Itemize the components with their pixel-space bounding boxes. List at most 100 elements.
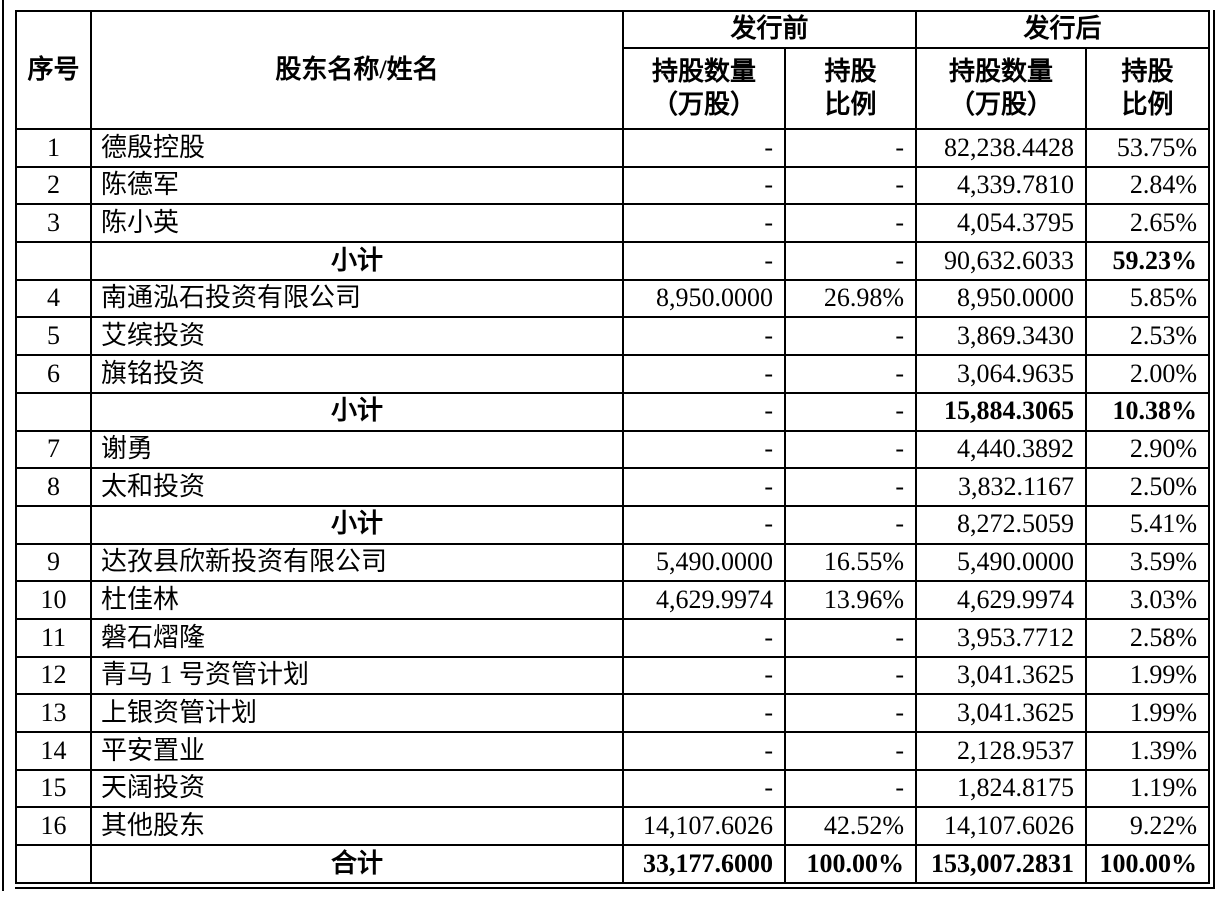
table-row: 3 陈小英 - - 4,054.3795 2.65%	[15, 203, 1211, 244]
table-row: 13 上银资管计划 - - 3,041.3625 1.99%	[15, 693, 1211, 733]
pre-issue-quantity-cell: 14,107.6026	[622, 806, 786, 847]
post-issue-quantity-cell: 14,107.6026	[915, 806, 1088, 847]
shareholder-name-cell: 小计	[90, 504, 624, 545]
shareholder-name-cell: 青马 1 号资管计划	[90, 655, 624, 696]
post-issue-ratio-cell: 1.99%	[1085, 655, 1211, 696]
pre-issue-ratio-cell: -	[783, 429, 918, 470]
header-shareholder-name: 股东名称/姓名	[90, 10, 624, 130]
table-row: 小计 - - 8,272.5059 5.41%	[15, 504, 1211, 545]
row-index-cell: 13	[15, 693, 92, 733]
header-group-pre-issue: 发行前	[621, 10, 918, 49]
pre-issue-quantity-cell: 5,490.0000	[622, 542, 786, 583]
post-issue-ratio-cell: 3.59%	[1085, 542, 1211, 583]
shareholder-table: 序号 股东名称/姓名 发行前 发行后 持股数量 （万股） 持股 比例 持股	[15, 10, 1211, 884]
pre-issue-ratio-cell: 42.52%	[783, 806, 918, 847]
table-row: 8 太和投资 - - 3,832.1167 2.50%	[15, 467, 1211, 507]
shareholder-name-cell: 谢勇	[90, 429, 624, 470]
post-issue-quantity-cell: 90,632.6033	[915, 241, 1088, 281]
post-issue-ratio-cell: 1.19%	[1085, 768, 1211, 809]
post-issue-ratio-cell: 1.99%	[1085, 693, 1211, 733]
header-post-quantity: 持股数量 （万股）	[915, 47, 1088, 130]
row-index-cell: 7	[15, 429, 92, 470]
pre-issue-quantity-cell: -	[622, 504, 786, 545]
row-index-cell: 12	[15, 655, 92, 696]
row-index-cell: 6	[15, 354, 92, 394]
pre-issue-quantity-cell: -	[622, 128, 786, 168]
header-group-post-issue: 发行后	[915, 10, 1211, 49]
post-issue-quantity-cell: 1,824.8175	[915, 768, 1088, 809]
shareholder-table-wrap: 序号 股东名称/姓名 发行前 发行后 持股数量 （万股） 持股 比例 持股	[15, 10, 1216, 889]
header-post-ratio-line2: 比例	[1121, 89, 1174, 119]
post-issue-quantity-cell: 4,629.9974	[915, 580, 1088, 620]
pre-issue-quantity-cell: -	[622, 391, 786, 432]
post-issue-quantity-cell: 4,339.7810	[915, 165, 1088, 206]
row-index-cell: 8	[15, 467, 92, 507]
table-row: 9 达孜县欣新投资有限公司 5,490.0000 16.55% 5,490.00…	[15, 542, 1211, 583]
shareholder-name-cell: 磐石熠隆	[90, 617, 624, 658]
table-row: 1 德殷控股 - - 82,238.4428 53.75%	[15, 128, 1211, 168]
pre-issue-ratio-cell: -	[783, 693, 918, 733]
shareholder-name-cell: 达孜县欣新投资有限公司	[90, 542, 624, 583]
pre-issue-quantity-cell: 4,629.9974	[622, 580, 786, 620]
post-issue-ratio-cell: 1.39%	[1085, 731, 1211, 771]
pre-issue-quantity-cell: -	[622, 203, 786, 244]
shareholder-name-cell: 南通泓石投资有限公司	[90, 278, 624, 319]
pre-issue-ratio-cell: -	[783, 731, 918, 771]
pre-issue-ratio-cell: 16.55%	[783, 542, 918, 583]
pre-issue-ratio-cell: -	[783, 241, 918, 281]
pre-issue-quantity-cell: 8,950.0000	[622, 278, 786, 319]
pre-issue-quantity-cell: 33,177.6000	[622, 844, 786, 884]
row-index-cell	[15, 391, 92, 432]
shareholder-name-cell: 艾缤投资	[90, 316, 624, 357]
pre-issue-quantity-cell: -	[622, 768, 786, 809]
pre-issue-quantity-cell: -	[622, 241, 786, 281]
post-issue-ratio-cell: 2.58%	[1085, 617, 1211, 658]
post-issue-quantity-cell: 15,884.3065	[915, 391, 1088, 432]
pre-issue-ratio-cell: -	[783, 655, 918, 696]
table-row: 5 艾缤投资 - - 3,869.3430 2.53%	[15, 316, 1211, 357]
post-issue-ratio-cell: 9.22%	[1085, 806, 1211, 847]
row-index-cell: 15	[15, 768, 92, 809]
pre-issue-ratio-cell: -	[783, 316, 918, 357]
post-issue-ratio-cell: 100.00%	[1085, 844, 1211, 884]
header-post-ratio: 持股 比例	[1085, 47, 1211, 130]
shareholder-name-cell: 陈德军	[90, 165, 624, 206]
table-row: 7 谢勇 - - 4,440.3892 2.90%	[15, 429, 1211, 470]
table-row: 6 旗铭投资 - - 3,064.9635 2.00%	[15, 354, 1211, 394]
shareholder-name-cell: 太和投资	[90, 467, 624, 507]
pre-issue-ratio-cell: -	[783, 203, 918, 244]
pre-issue-quantity-cell: -	[622, 655, 786, 696]
pre-issue-quantity-cell: -	[622, 165, 786, 206]
post-issue-quantity-cell: 5,490.0000	[915, 542, 1088, 583]
post-issue-quantity-cell: 4,054.3795	[915, 203, 1088, 244]
pre-issue-quantity-cell: -	[622, 429, 786, 470]
header-pre-ratio-line1: 持股	[824, 57, 877, 86]
pre-issue-ratio-cell: -	[783, 504, 918, 545]
table-row: 11 磐石熠隆 - - 3,953.7712 2.58%	[15, 617, 1211, 658]
header-index: 序号	[15, 10, 92, 130]
post-issue-ratio-cell: 2.53%	[1085, 316, 1211, 357]
post-issue-ratio-cell: 5.85%	[1085, 278, 1211, 319]
page-edge-line	[2, 0, 4, 891]
table-row: 小计 - - 15,884.3065 10.38%	[15, 391, 1211, 432]
header-pre-ratio: 持股 比例	[783, 47, 918, 130]
header-pre-quantity-line1: 持股数量	[651, 57, 756, 86]
row-index-cell: 5	[15, 316, 92, 357]
table-row: 合计 33,177.6000 100.00% 153,007.2831 100.…	[15, 844, 1211, 884]
shareholder-name-cell: 上银资管计划	[90, 693, 624, 733]
pre-issue-quantity-cell: -	[622, 617, 786, 658]
pre-issue-ratio-cell: 13.96%	[783, 580, 918, 620]
shareholder-name-cell: 德殷控股	[90, 128, 624, 168]
post-issue-quantity-cell: 3,064.9635	[915, 354, 1088, 394]
table-row: 2 陈德军 - - 4,339.7810 2.84%	[15, 165, 1211, 206]
shareholder-name-cell: 天阔投资	[90, 768, 624, 809]
row-index-cell: 14	[15, 731, 92, 771]
post-issue-quantity-cell: 3,953.7712	[915, 617, 1088, 658]
header-pre-quantity: 持股数量 （万股）	[622, 47, 786, 130]
post-issue-quantity-cell: 3,869.3430	[915, 316, 1088, 357]
post-issue-quantity-cell: 2,128.9537	[915, 731, 1088, 771]
shareholder-name-cell: 平安置业	[90, 731, 624, 771]
header-post-quantity-line1: 持股数量	[949, 57, 1054, 86]
post-issue-ratio-cell: 10.38%	[1085, 391, 1211, 432]
pre-issue-ratio-cell: -	[783, 617, 918, 658]
